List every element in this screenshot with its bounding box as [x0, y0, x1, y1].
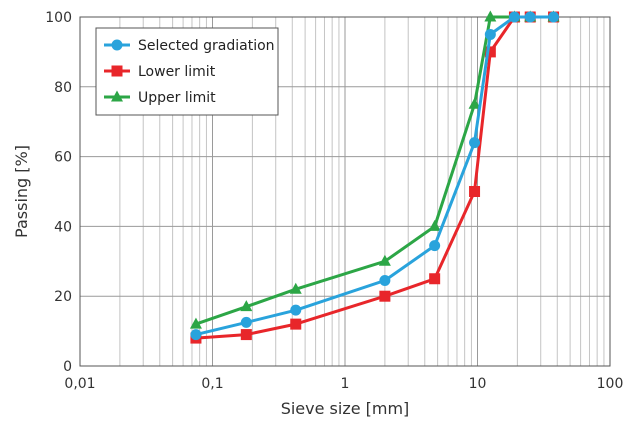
selected-gradiation-line — [195, 15, 554, 337]
x-tick-label: 100 — [597, 376, 624, 392]
selected-gradiation-point — [548, 11, 560, 23]
y-tick-label: 100 — [45, 10, 72, 26]
upper-limit-point — [484, 10, 497, 22]
y-tick-label: 60 — [54, 150, 72, 166]
selected-gradiation-point — [484, 28, 496, 40]
selected-gradiation-point — [290, 304, 302, 316]
series-layer — [189, 10, 560, 344]
x-axis-title: Sieve size [mm] — [281, 399, 410, 418]
lower-limit-point — [290, 318, 302, 330]
selected-gradiation-point — [379, 274, 391, 286]
lower-limit-point — [469, 186, 481, 197]
selected-gradiation-point — [469, 137, 481, 149]
upper-limit-point — [189, 317, 202, 329]
x-tick-label: 0,1 — [201, 376, 223, 392]
upper-limit-point — [468, 97, 481, 109]
selected-gradiation-point — [240, 316, 252, 328]
tick-labels: 0,01 0,1 1 10 100 0 20 40 60 80 100 — [45, 10, 623, 392]
y-tick-label: 40 — [54, 219, 72, 235]
lower-limit-point — [429, 273, 441, 285]
legend-swatch-marker — [111, 90, 123, 102]
y-tick-label: 0 — [63, 359, 72, 375]
x-tick-label: 1 — [341, 376, 350, 392]
x-tick-label: 10 — [469, 376, 487, 392]
series-selected-gradiation — [190, 11, 560, 341]
legend: Selected gradiation Lower limit Upper limi… — [95, 27, 279, 116]
legend-item-selected-gradiation: Selected gradiation — [104, 38, 275, 54]
legend-swatch-marker — [111, 39, 123, 51]
upper-limit-point — [378, 254, 391, 266]
legend-item-lower-limit: Lower limit — [104, 64, 216, 80]
x-tick-label: 0,01 — [64, 376, 95, 392]
lower-limit-point — [240, 329, 252, 341]
y-axis-title: Passing [%] — [12, 145, 31, 238]
legend-label: Selected gradiation — [138, 38, 275, 54]
selected-gradiation-point — [508, 11, 520, 23]
legend-swatch-marker — [111, 65, 123, 77]
y-tick-label: 20 — [54, 289, 72, 305]
legend-label: Lower limit — [138, 64, 216, 80]
lower-limit-point — [379, 290, 391, 302]
plot-area-frame — [79, 16, 611, 367]
selected-gradiation-point — [190, 329, 202, 341]
upper-limit-point — [289, 282, 302, 294]
selected-gradiation-point — [524, 11, 536, 23]
legend-label: Upper limit — [138, 90, 216, 106]
upper-limit-point — [428, 219, 441, 231]
upper-limit-point — [240, 300, 253, 312]
legend-item-upper-limit: Upper limit — [104, 90, 216, 106]
lower-limit-point — [484, 46, 496, 58]
y-tick-label: 80 — [54, 80, 72, 96]
selected-gradiation-point — [429, 240, 441, 252]
